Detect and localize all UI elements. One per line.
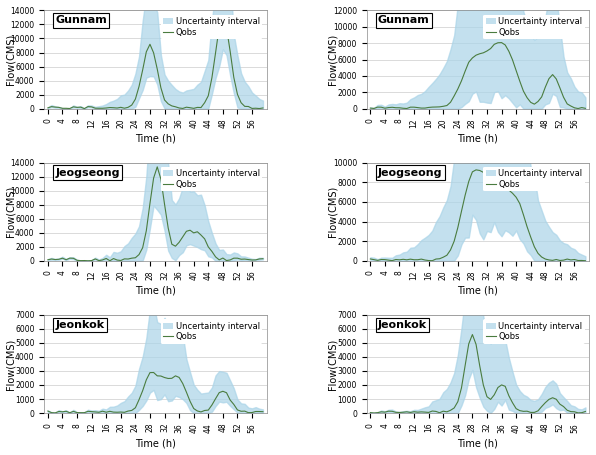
Y-axis label: Flow(CMS): Flow(CMS) <box>5 34 15 85</box>
Line: Qobs: Qobs <box>48 373 263 413</box>
Qobs <box>154 164 161 170</box>
Qobs <box>187 228 194 233</box>
Qobs <box>117 105 125 110</box>
Text: Jeogseong: Jeogseong <box>55 167 120 177</box>
Line: Qobs: Qobs <box>370 170 585 261</box>
Line: Qobs: Qobs <box>48 16 263 109</box>
Qobs <box>407 410 414 415</box>
Qobs <box>505 49 513 54</box>
Qobs <box>582 258 589 263</box>
Qobs <box>259 409 266 415</box>
Text: Gunnam: Gunnam <box>378 15 430 25</box>
Qobs <box>367 106 374 111</box>
Qobs <box>44 257 51 263</box>
Qobs <box>370 410 377 416</box>
Qobs <box>187 399 194 404</box>
X-axis label: Time (h): Time (h) <box>135 438 176 448</box>
Legend: Uncertainty interval, Qobs: Uncertainty interval, Qobs <box>483 167 585 192</box>
Qobs <box>440 409 447 414</box>
Y-axis label: Flow(CMS): Flow(CMS) <box>328 34 338 85</box>
Qobs <box>103 410 110 415</box>
Qobs <box>259 256 266 262</box>
Qobs <box>421 258 429 263</box>
Y-axis label: Flow(CMS): Flow(CMS) <box>328 339 338 389</box>
Qobs <box>103 105 110 111</box>
Qobs <box>436 104 443 110</box>
Y-axis label: Flow(CMS): Flow(CMS) <box>5 339 15 389</box>
Qobs <box>150 370 157 375</box>
Qobs <box>425 410 432 415</box>
Legend: Uncertainty interval, Qobs: Uncertainty interval, Qobs <box>483 15 585 39</box>
Qobs <box>498 40 505 46</box>
Y-axis label: Flow(CMS): Flow(CMS) <box>5 186 15 238</box>
Qobs <box>469 332 476 337</box>
Legend: Uncertainty interval, Qobs: Uncertainty interval, Qobs <box>483 319 585 344</box>
Qobs <box>421 105 429 111</box>
Line: Qobs: Qobs <box>370 43 585 109</box>
Qobs <box>440 254 447 260</box>
Text: Jeogseong: Jeogseong <box>378 167 442 177</box>
Qobs <box>117 258 125 263</box>
Qobs <box>367 410 374 415</box>
Qobs <box>440 104 447 109</box>
Qobs <box>367 256 374 262</box>
X-axis label: Time (h): Time (h) <box>458 286 498 296</box>
X-axis label: Time (h): Time (h) <box>135 134 176 144</box>
X-axis label: Time (h): Time (h) <box>458 134 498 144</box>
X-axis label: Time (h): Time (h) <box>458 438 498 448</box>
Legend: Uncertainty interval, Qobs: Uncertainty interval, Qobs <box>161 319 262 344</box>
Qobs <box>44 105 51 111</box>
Y-axis label: Flow(CMS): Flow(CMS) <box>328 186 338 238</box>
Qobs <box>81 106 88 111</box>
Qobs <box>429 104 436 110</box>
Qobs <box>117 410 125 415</box>
Qobs <box>403 257 411 263</box>
Qobs <box>103 256 110 261</box>
Qobs <box>85 104 92 109</box>
Qobs <box>81 258 88 263</box>
Line: Qobs: Qobs <box>48 167 263 261</box>
Qobs <box>44 408 51 414</box>
Legend: Uncertainty interval, Qobs: Uncertainty interval, Qobs <box>161 167 262 192</box>
Qobs <box>219 14 226 19</box>
Text: Jeonkok: Jeonkok <box>378 320 427 330</box>
Qobs <box>183 105 190 110</box>
Qobs <box>436 256 443 262</box>
Qobs <box>85 258 92 263</box>
Qobs <box>432 409 439 414</box>
Qobs <box>509 400 516 405</box>
Qobs <box>121 410 128 415</box>
Qobs <box>110 256 117 261</box>
Legend: Uncertainty interval, Qobs: Uncertainty interval, Qobs <box>161 15 262 39</box>
Qobs <box>121 256 128 262</box>
Qobs <box>575 106 582 111</box>
Qobs <box>473 167 480 172</box>
Qobs <box>121 106 128 111</box>
Qobs <box>110 410 117 415</box>
Qobs <box>52 410 59 415</box>
Qobs <box>582 409 589 414</box>
X-axis label: Time (h): Time (h) <box>135 286 176 296</box>
Qobs <box>85 409 92 414</box>
Text: Jeonkok: Jeonkok <box>55 320 104 330</box>
Qobs <box>582 106 589 111</box>
Qobs <box>429 258 436 263</box>
Text: Gunnam: Gunnam <box>55 15 107 25</box>
Qobs <box>259 105 266 111</box>
Line: Qobs: Qobs <box>370 334 585 413</box>
Qobs <box>403 106 411 111</box>
Qobs <box>505 187 513 193</box>
Qobs <box>443 409 451 415</box>
Qobs <box>110 105 117 111</box>
